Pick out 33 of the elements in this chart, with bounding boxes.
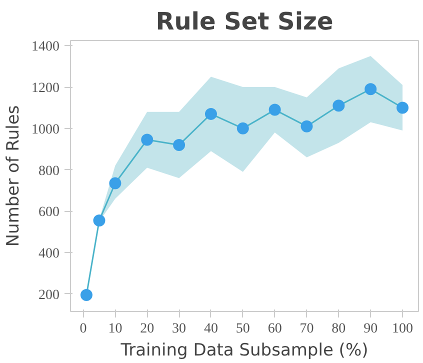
x-tick-label: 90 [364, 322, 378, 336]
point [332, 100, 345, 112]
point [93, 214, 106, 226]
point [396, 102, 409, 114]
x-tick-label: 40 [204, 322, 218, 336]
x-tick-label: 80 [332, 322, 346, 336]
y-tick-label: 1400 [32, 40, 60, 55]
point [141, 134, 154, 146]
x-tick-label: 20 [140, 322, 154, 336]
y-tick-label: 600 [38, 205, 60, 220]
point [109, 177, 122, 190]
y-tick-label: 200 [38, 288, 60, 303]
point [300, 120, 313, 132]
y-tick-label: 1000 [32, 122, 60, 138]
y-tick-label: 400 [38, 246, 60, 262]
x-tick-label: 60 [268, 322, 282, 336]
point [80, 288, 92, 301]
x-tick-label: 10 [108, 322, 122, 336]
x-tick-label: 0 [80, 322, 87, 336]
point [268, 104, 281, 116]
x-tick-label: 50 [236, 322, 250, 336]
y-axis-title: Number of Rules [4, 105, 24, 247]
point [204, 108, 217, 120]
point [173, 138, 186, 151]
x-tick-label: 70 [300, 322, 314, 336]
x-tick-label: 30 [172, 322, 186, 336]
x-axis-title: Training Data Subsample (%) [120, 340, 368, 360]
point [236, 122, 249, 134]
point [364, 83, 377, 96]
y-tick-label: 800 [38, 164, 60, 179]
y-tick-label: 1200 [32, 81, 60, 96]
x-tick-label: 100 [392, 322, 414, 336]
chart-title: Rule Set Size [156, 8, 334, 36]
